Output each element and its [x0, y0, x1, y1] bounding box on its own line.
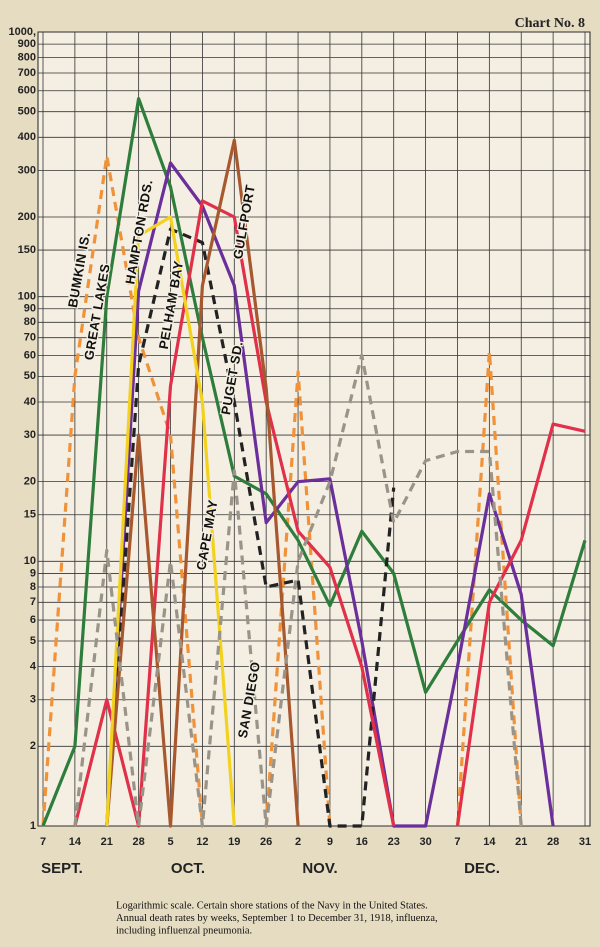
x-group-label: SEPT.	[41, 860, 83, 877]
x-tick-label: 30	[419, 836, 431, 848]
x-tick-label: 21	[515, 836, 527, 848]
x-tick-label: 14	[483, 836, 496, 848]
y-tick-label: 100	[18, 291, 36, 303]
caption-line: including influenzal pneumonia.	[116, 925, 252, 936]
y-tick-label: 500	[18, 106, 36, 118]
x-tick-label: 7	[454, 836, 460, 848]
y-tick-label: 400	[18, 131, 36, 143]
y-tick-label: 20	[24, 476, 36, 488]
y-tick-label: 5	[30, 635, 36, 647]
y-tick-label: 40	[24, 396, 36, 408]
y-tick-label: 60	[24, 349, 36, 361]
y-tick-label: 2	[30, 740, 36, 752]
y-tick-label: 1	[30, 820, 36, 832]
y-tick-label: 15	[24, 509, 36, 521]
y-tick-label: 80	[24, 316, 36, 328]
y-tick-label: 4	[30, 661, 37, 673]
y-tick-label: 70	[24, 332, 36, 344]
y-tick-label: 30	[24, 429, 36, 441]
y-tick-label: 50	[24, 370, 36, 382]
x-tick-label: 23	[388, 836, 400, 848]
y-tick-label: 150	[18, 244, 36, 256]
x-tick-label: 16	[356, 836, 368, 848]
x-tick-label: 28	[133, 836, 145, 848]
x-group-label: OCT.	[171, 860, 205, 877]
y-tick-label: 200	[18, 211, 36, 223]
y-tick-label: 300	[18, 164, 36, 176]
x-tick-label: 7	[40, 836, 46, 848]
caption-line: Logarithmic scale. Certain shore station…	[116, 900, 428, 911]
x-tick-label: 5	[167, 836, 173, 848]
y-tick-label: 800	[18, 52, 36, 64]
x-group-label: NOV.	[302, 860, 337, 877]
y-tick-label: 7	[30, 596, 36, 608]
x-tick-label: 2	[295, 836, 301, 848]
series-line	[105, 161, 555, 828]
series-line	[105, 227, 396, 828]
x-tick-label: 9	[327, 836, 333, 848]
y-tick-label: 900	[18, 38, 36, 50]
y-tick-label: 6	[30, 614, 36, 626]
series-line	[73, 199, 586, 828]
y-tick-label: 600	[18, 85, 36, 97]
series-line	[105, 138, 300, 828]
series-line	[105, 215, 236, 827]
x-tick-label: 14	[69, 836, 82, 848]
x-tick-label: 28	[547, 836, 559, 848]
caption-line: Annual death rates by weeks, September 1…	[116, 913, 438, 924]
y-tick-label: 8	[30, 581, 36, 593]
y-tick-label: 9	[30, 567, 36, 579]
x-tick-label: 12	[196, 836, 208, 848]
x-group-label: DEC.	[464, 860, 500, 877]
x-tick-label: 21	[101, 836, 113, 848]
y-tick-label: 10	[24, 555, 36, 567]
x-tick-label: 26	[260, 836, 272, 848]
y-tick-label: 3	[30, 694, 36, 706]
chart-title: Chart No. 8	[515, 16, 585, 31]
series-line	[41, 154, 523, 827]
y-tick-label: 1000,	[8, 26, 36, 38]
x-tick-label: 19	[228, 836, 240, 848]
y-tick-label: 90	[24, 303, 36, 315]
x-tick-label: 31	[579, 836, 591, 848]
y-tick-label: 700	[18, 67, 36, 79]
